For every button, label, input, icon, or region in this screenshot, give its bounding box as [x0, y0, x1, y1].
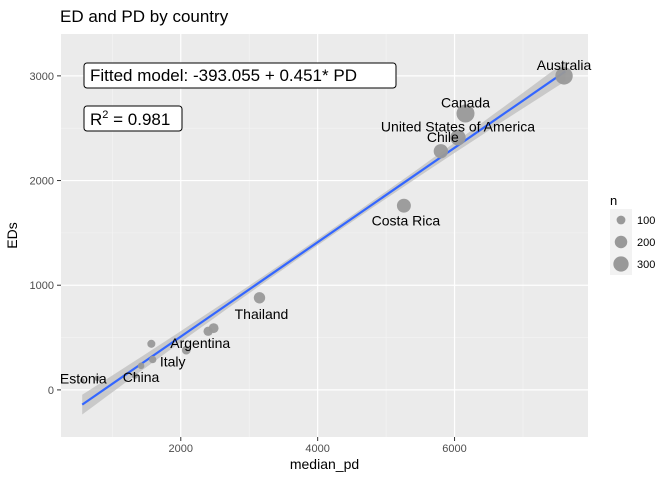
- data-point-5: [147, 339, 156, 348]
- point-label-12: United States of America: [381, 119, 535, 135]
- legend-symbol-0: [616, 215, 626, 225]
- data-point-2: [131, 372, 138, 379]
- x-axis-ticks: 2000 4000 6000: [169, 437, 467, 455]
- x-axis-title: median_pd: [290, 456, 359, 472]
- point-label-11: Chile: [427, 129, 459, 145]
- x-tick-label-2: 6000: [442, 443, 466, 455]
- fit-line: [81, 70, 567, 406]
- data-point-6: [181, 345, 191, 355]
- x-tick-label-0: 2000: [169, 443, 193, 455]
- data-point-4: [149, 355, 157, 364]
- y-tick-label-2: 2000: [30, 176, 54, 188]
- chart-title: ED and PD by country: [60, 7, 229, 26]
- legend-symbol-2: [613, 256, 629, 272]
- svg-text:R2 = 0.981: R2 = 0.981: [90, 109, 170, 129]
- data-point-3: [137, 362, 145, 370]
- data-point-11: [433, 144, 449, 159]
- r2-annotation: R2 = 0.981: [83, 105, 183, 132]
- data-point-14: [555, 67, 573, 85]
- legend-label-2: 300: [637, 259, 655, 271]
- point-label-4: Italy: [160, 354, 186, 370]
- fitted-model-annotation: Fitted model: -393.055 + 0.451* PD: [83, 62, 397, 89]
- y-tick-label-0: 0: [48, 385, 54, 397]
- legend-symbol-1: [614, 235, 628, 249]
- data-point-12: [450, 129, 466, 146]
- point-label-13: Canada: [441, 95, 490, 111]
- legend-label-1: 200: [637, 237, 655, 249]
- legend-title: n: [610, 193, 617, 208]
- y-tick-label-3: 3000: [30, 71, 54, 83]
- x-tick-label-1: 4000: [305, 443, 329, 455]
- legend-label-0: 100: [637, 215, 655, 227]
- legend: n 100 200 300: [610, 193, 655, 275]
- y-tick-label-1: 1000: [30, 280, 54, 292]
- point-label-10: Costa Rica: [372, 213, 441, 229]
- y-axis-ticks: 0 1000 2000 3000: [30, 71, 61, 397]
- point-label-3: China: [123, 369, 160, 385]
- r2-symbol: R: [90, 110, 102, 129]
- data-point-0: [79, 378, 85, 383]
- point-label-14: Australia: [537, 57, 592, 73]
- r2-value: = 0.981: [108, 110, 170, 129]
- regression-line: [81, 70, 567, 406]
- fitted-model-text: Fitted model: -393.055 + 0.451* PD: [90, 66, 357, 85]
- data-point-8: [208, 323, 219, 334]
- data-point-1: [94, 375, 101, 382]
- point-label-1: Estonia: [60, 370, 107, 386]
- data-point-13: [456, 104, 475, 123]
- data-points: [79, 67, 573, 383]
- y-axis-title: EDs: [4, 222, 20, 248]
- point-label-6: Argentina: [170, 335, 230, 351]
- point-label-9: Thailand: [235, 306, 289, 322]
- data-point-10: [396, 198, 411, 213]
- r2-superscript: 2: [102, 109, 108, 121]
- data-point-9: [253, 292, 266, 304]
